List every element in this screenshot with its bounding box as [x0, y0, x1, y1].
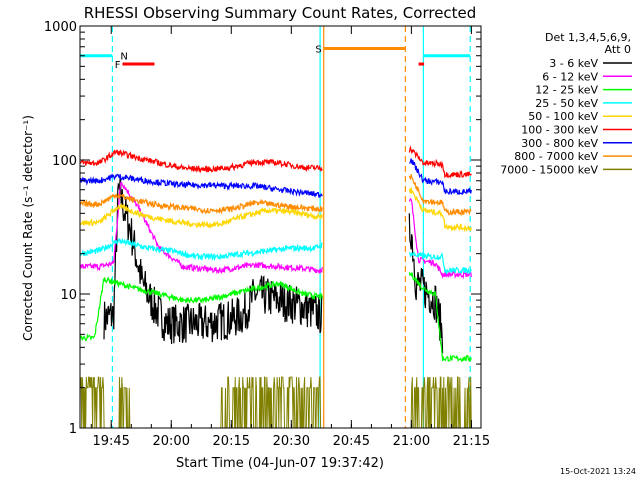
annotation-label-0: N: [120, 52, 127, 63]
legend-label-0: 3 - 6 keV: [549, 57, 598, 70]
y-tick-label-0: 1: [69, 422, 77, 437]
footer-date: 15-Oct-2021 13:24: [560, 467, 636, 476]
x-tick-label-5: 21:00: [393, 434, 430, 449]
series-line-2: [80, 271, 472, 363]
legend-label-1: 6 - 12 keV: [542, 70, 598, 83]
legend-label-2: 12 - 25 keV: [535, 84, 598, 97]
series-line-1: [80, 181, 472, 280]
y-tick-label-3: 1000: [44, 20, 77, 35]
x-tick-label-0: 19:45: [92, 434, 129, 449]
legend-label-6: 300 - 800 keV: [521, 137, 598, 150]
y-tick-label-2: 100: [52, 154, 77, 169]
legend-header-line-1: Det 1,3,4,5,6,9,: [545, 31, 631, 44]
x-tick-label-4: 20:45: [333, 434, 370, 449]
y-axis-label: Corrected Count Rate (s⁻¹ detector⁻¹): [21, 115, 35, 341]
x-tick-label-2: 20:15: [213, 434, 250, 449]
plot-frame: [79, 25, 482, 429]
series-line-5: [80, 145, 472, 179]
series-line-8: [80, 376, 472, 428]
plot-area: NF S: [80, 26, 472, 428]
annotation-label-4: S: [315, 44, 321, 55]
legend-label-3: 25 - 50 keV: [535, 97, 598, 110]
x-tick-label-1: 20:00: [153, 434, 190, 449]
legend-label-8: 7000 - 15000 keV: [500, 163, 598, 176]
series-line-4: [80, 187, 472, 233]
series-line-6: [80, 158, 472, 199]
y-tick-label-1: 10: [60, 288, 77, 303]
x-axis-label: Start Time (04-Jun-07 19:37:42): [176, 456, 384, 471]
legend-label-7: 800 - 7000 keV: [514, 150, 598, 163]
legend-header-line-2: Att 0: [605, 43, 631, 56]
legend-label-5: 100 - 300 keV: [521, 124, 598, 137]
x-tick-label-6: 21:15: [453, 434, 490, 449]
legend-label-4: 50 - 100 keV: [528, 110, 598, 123]
axes: 19:45 20:00 20:15 20:30 20:45 21:00 21:15 1 10 10…: [44, 20, 490, 449]
chart-title: RHESSI Observing Summary Count Rates, Co…: [84, 4, 477, 22]
annotation-label-2: F: [115, 60, 121, 71]
x-tick-label-3: 20:30: [273, 434, 310, 449]
series-line-7: [80, 174, 472, 217]
series-line-3: [80, 237, 472, 275]
